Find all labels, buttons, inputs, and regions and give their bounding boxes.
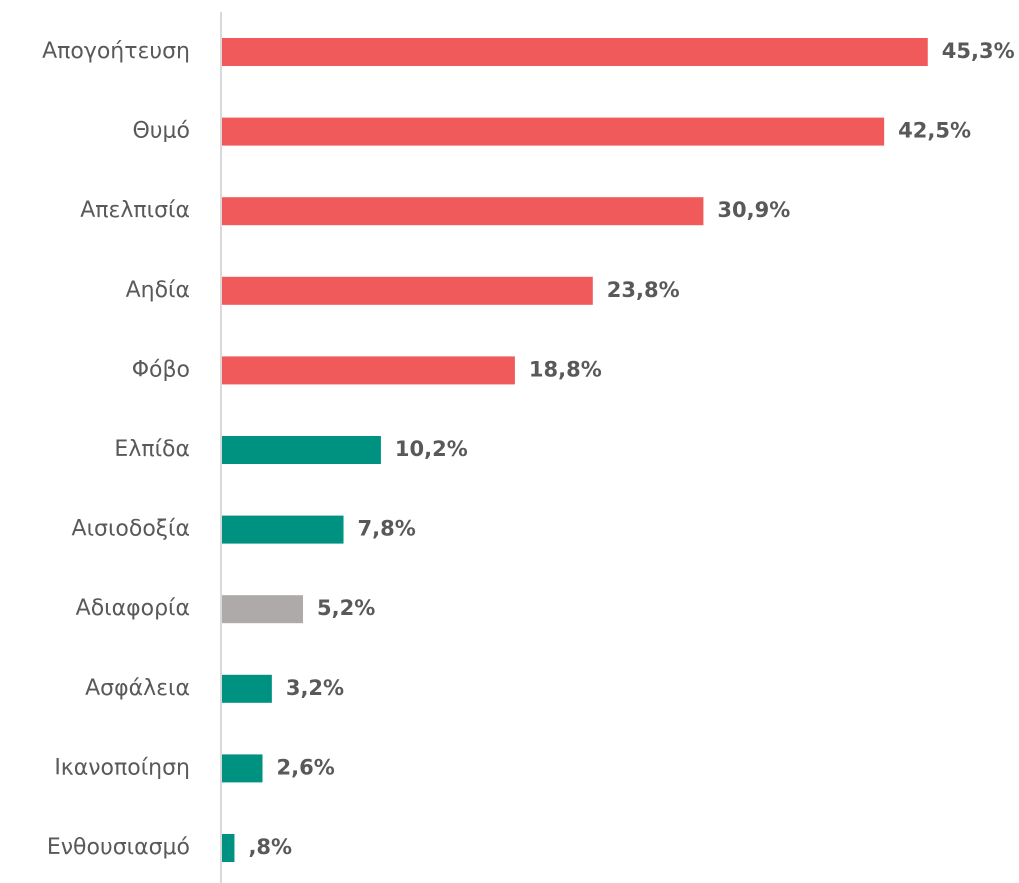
category-label: Θυμό — [132, 119, 190, 144]
value-label: 7,8% — [358, 517, 416, 541]
category-label: Ασφάλεια — [85, 676, 190, 701]
bar — [222, 515, 344, 544]
category-label: Αηδία — [126, 278, 190, 303]
category-label: Ενθουσιασμό — [47, 835, 190, 860]
category-label: Απελπισία — [80, 198, 190, 223]
value-label: 30,9% — [717, 198, 790, 222]
bar — [222, 197, 704, 226]
category-label: Φόβο — [132, 357, 190, 382]
bar — [222, 356, 515, 385]
value-label: 45,3% — [942, 39, 1015, 63]
bar — [222, 436, 381, 464]
value-label: 10,2% — [395, 437, 468, 461]
category-label: Απογοήτευση — [42, 39, 190, 64]
value-label: 5,2% — [317, 596, 375, 620]
value-label: ,8% — [248, 835, 292, 859]
bar — [222, 674, 272, 703]
bar — [222, 117, 885, 146]
value-label: 2,6% — [277, 755, 335, 779]
bar — [222, 834, 235, 862]
bar — [222, 38, 928, 66]
bar — [222, 276, 593, 305]
value-label: 42,5% — [898, 119, 971, 143]
category-label: Ικανοποίηση — [54, 755, 190, 780]
category-label: Ελπίδα — [114, 437, 190, 462]
value-label: 23,8% — [607, 278, 680, 302]
bar — [222, 595, 304, 624]
category-label: Αδιαφορία — [76, 596, 190, 621]
value-label: 18,8% — [529, 357, 602, 381]
category-label: Αισιοδοξία — [72, 517, 190, 542]
bar — [222, 754, 263, 783]
value-label: 3,2% — [286, 676, 344, 700]
